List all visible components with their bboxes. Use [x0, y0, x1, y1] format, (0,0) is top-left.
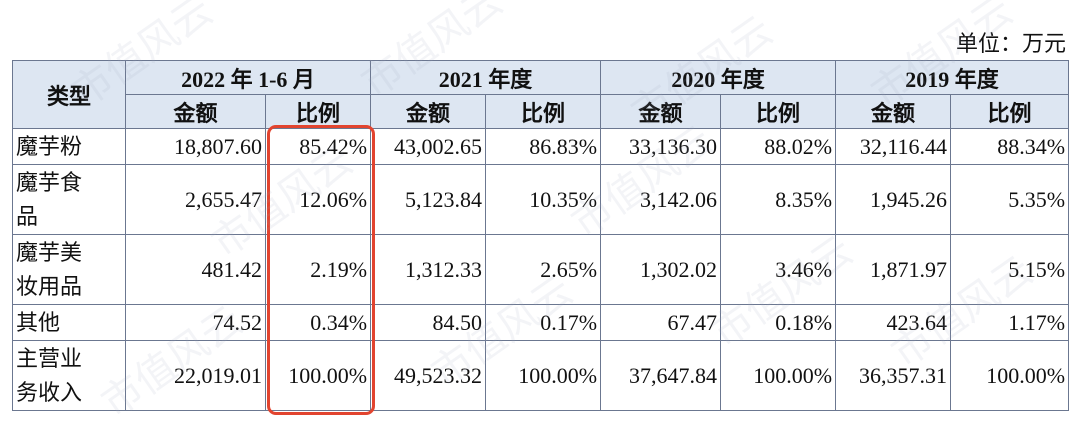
subheader-cell: 比例 [264, 94, 372, 129]
subheader-cell: 比例 [485, 94, 602, 129]
subheader-row: 金额 比例 金额 比例 金额 比例 金额 比例 [13, 94, 1070, 129]
subheader-cell: 金额 [600, 94, 722, 129]
value-cell: 481.42 [125, 234, 266, 305]
row-label-text: 魔芋美妆用品 [16, 239, 83, 299]
value-cell: 0.17% [485, 304, 602, 341]
body-row: 魔芋食品 2,655.47 12.06% 5,123.84 10.35% 3,142.06… [12, 164, 1070, 235]
subheader-cell: 金额 [125, 94, 266, 129]
value-cell: 36,357.31 [835, 340, 952, 411]
value-cell: 5.15% [950, 234, 1070, 305]
value-cell: 86.83% [485, 128, 602, 165]
value-cell: 2.19% [264, 234, 372, 305]
value-cell: 100.00% [264, 340, 372, 411]
value-cell: 67.47 [600, 304, 722, 341]
value-cell: 2,655.47 [125, 164, 266, 235]
value-cell: 100.00% [950, 340, 1070, 411]
header-cell: 2020 年度 [600, 60, 837, 95]
row-label-text: 主营业务收入 [16, 345, 83, 405]
subheader-cell: 金额 [370, 94, 487, 129]
header-cell: 2022 年 1-6 月 [124, 60, 372, 95]
value-cell: 423.64 [835, 304, 952, 341]
row-label: 魔芋食品 [12, 164, 126, 235]
body-row: 其他 74.52 0.34% 84.50 0.17% 67.47 0.18% 423.64 1.… [12, 304, 1070, 341]
subheader-cell: 比例 [720, 94, 837, 129]
value-cell: 12.06% [264, 164, 372, 235]
value-cell: 32,116.44 [835, 128, 952, 165]
body-row: 魔芋美妆用品 481.42 2.19% 1,312.33 2.65% 1,302.02 3.… [12, 234, 1070, 305]
row-label-text: 魔芋食品 [16, 169, 83, 229]
value-cell: 100.00% [720, 340, 837, 411]
header-cell: 2019 年度 [835, 60, 1070, 95]
value-cell: 74.52 [125, 304, 266, 341]
body-row: 魔芋粉 18,807.60 85.42% 43,002.65 86.83% 33,136.… [12, 128, 1070, 165]
value-cell: 88.34% [950, 128, 1070, 165]
value-cell: 18,807.60 [125, 128, 266, 165]
row-label: 魔芋粉 [12, 128, 126, 165]
value-cell: 3.46% [720, 234, 837, 305]
value-cell: 5,123.84 [370, 164, 487, 235]
table-head: 类型 2022 年 1-6 月 2021 年度 2020 年度 2019 年度 金额 比例金… [12, 60, 1070, 129]
value-cell: 1,945.26 [835, 164, 952, 235]
unit-label: 单位：万元 [955, 31, 1066, 56]
value-cell: 37,647.84 [600, 340, 722, 411]
row-label-text: 魔芋粉 [16, 133, 83, 159]
value-cell: 1,871.97 [835, 234, 952, 305]
body-row: 主营业务收入 22,019.01 100.00% 49,523.32 100.00% 37… [12, 340, 1070, 411]
value-cell: 84.50 [370, 304, 487, 341]
value-cell: 88.02% [720, 128, 837, 165]
value-cell: 8.35% [720, 164, 837, 235]
data-table: 类型 2022 年 1-6 月 2021 年度 2020 年度 2019 年度 金额 比例金… [12, 60, 1070, 411]
header-cell: 类型 [12, 60, 126, 129]
value-cell: 49,523.32 [370, 340, 487, 411]
value-cell: 1,312.33 [370, 234, 487, 305]
value-cell: 22,019.01 [125, 340, 266, 411]
header-row: 类型 2022 年 1-6 月 2021 年度 2020 年度 2019 年度 [12, 60, 1070, 129]
value-cell: 85.42% [264, 128, 372, 165]
value-cell: 2.65% [485, 234, 602, 305]
row-label: 魔芋美妆用品 [12, 234, 126, 305]
value-cell: 10.35% [485, 164, 602, 235]
value-cell: 1,302.02 [600, 234, 722, 305]
row-label-text: 其他 [16, 309, 61, 335]
value-cell: 100.00% [485, 340, 602, 411]
subheader-cell: 金额 [835, 94, 952, 129]
value-cell: 43,002.65 [370, 128, 487, 165]
value-cell: 3,142.06 [600, 164, 722, 235]
value-cell: 5.35% [950, 164, 1070, 235]
row-label: 主营业务收入 [12, 340, 126, 411]
highlight-box [267, 125, 375, 415]
value-cell: 1.17% [950, 304, 1070, 341]
row-label: 其他 [12, 304, 126, 341]
value-cell: 0.18% [720, 304, 837, 341]
table-body: 魔芋粉 18,807.60 85.42% 43,002.65 86.83% 33,136.… [12, 128, 1070, 411]
subheader-cell: 比例 [950, 94, 1070, 129]
value-cell: 33,136.30 [600, 128, 722, 165]
header-cell: 2021 年度 [370, 60, 602, 95]
